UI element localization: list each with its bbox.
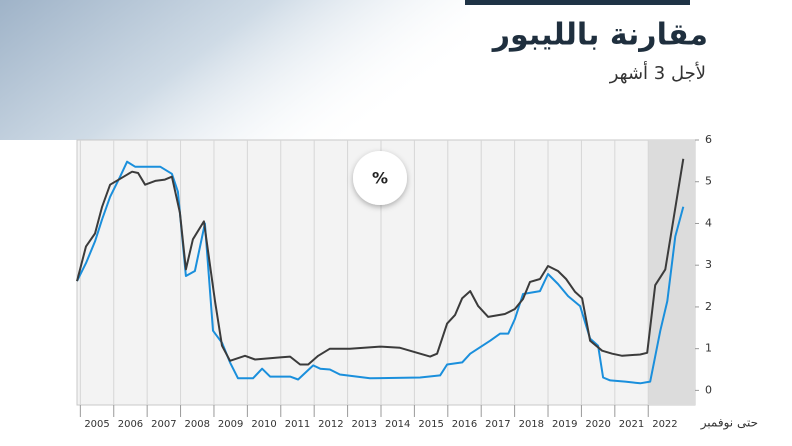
- header-image: [0, 0, 470, 140]
- y-tick-label: 2: [705, 300, 712, 313]
- unit-label: %: [372, 169, 388, 188]
- x-tick-label: 2006: [118, 419, 143, 430]
- y-tick-label: 4: [705, 216, 712, 229]
- x-tick-label: 2020: [585, 419, 610, 430]
- line-series: [76, 158, 685, 366]
- x-tick-label: 2011: [285, 419, 310, 430]
- x-tick-label: 2010: [251, 419, 276, 430]
- x-note: حتى نوفمبر: [700, 416, 758, 431]
- y-tick-label: 1: [705, 342, 712, 355]
- chart-title: مقارنة بالليبور: [491, 18, 708, 53]
- x-tick-label: 2018: [519, 419, 544, 430]
- y-tick-label: 6: [705, 133, 712, 146]
- x-tick-label: 2017: [485, 419, 510, 430]
- x-tick-label: 2012: [318, 419, 343, 430]
- y-tick-label: 0: [705, 383, 712, 396]
- unit-badge: [353, 151, 407, 205]
- x-tick-label: 2008: [185, 419, 210, 430]
- x-tick-label: 2015: [418, 419, 443, 430]
- x-tick-label: 2005: [84, 419, 109, 430]
- x-tick-label: 2013: [352, 419, 377, 430]
- y-tick-label: 3: [705, 258, 712, 271]
- x-tick-label: 2014: [385, 419, 410, 430]
- x-tick-label: 2007: [151, 419, 176, 430]
- x-tick-label: 2016: [452, 419, 477, 430]
- x-tick-label: 2019: [552, 419, 577, 430]
- line-series: [76, 160, 685, 385]
- x-tick-label: 2021: [619, 419, 644, 430]
- header-bar: [465, 0, 690, 5]
- x-tick-label: 2009: [218, 419, 243, 430]
- y-tick-label: 5: [705, 175, 712, 188]
- chart-subtitle: لأجل 3 أشهر: [609, 61, 706, 84]
- x-tick-label: 2022: [652, 419, 677, 430]
